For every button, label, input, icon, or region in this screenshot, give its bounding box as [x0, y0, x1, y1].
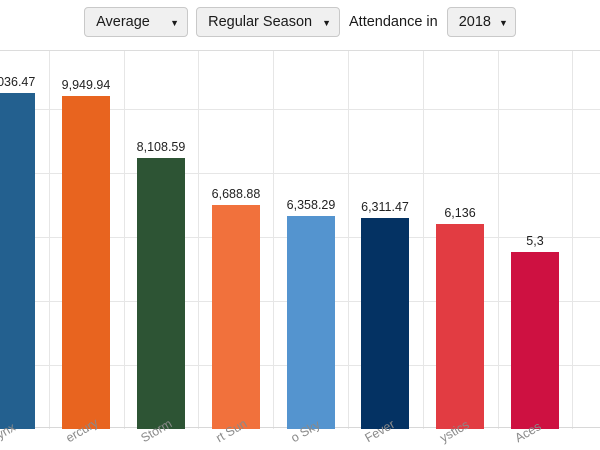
- bar-value-label: 6,311.47: [361, 199, 409, 214]
- bar-column[interactable]: 5,3: [511, 51, 559, 429]
- bar-column[interactable]: 6,358.29: [287, 51, 335, 429]
- gridline-vertical: [198, 51, 199, 429]
- bar[interactable]: [436, 224, 484, 429]
- bar-value-label: 9,949.94: [61, 77, 111, 92]
- bar-series: 0,036.47 9,949.94 8,108.59 6,688.88 6,358.29…: [0, 51, 600, 429]
- year-dropdown-value: 2018: [458, 13, 491, 30]
- gridline-horizontal: [0, 173, 600, 174]
- gridline-vertical: [273, 51, 274, 429]
- bar-chart: 0,036.47 9,949.94 8,108.59 6,688.88 6,358.29…: [0, 44, 600, 450]
- bar[interactable]: [137, 158, 185, 429]
- bar-value-label: 5,3: [526, 233, 544, 248]
- gridline-vertical: [348, 51, 349, 429]
- x-axis-tick-labels: Lynx ercury Storm rt Sun o Sky Fever ystics Ace…: [0, 416, 600, 450]
- year-dropdown[interactable]: 2018 ▼: [446, 7, 516, 37]
- bar[interactable]: [0, 93, 35, 429]
- bar-value-label: 0,036.47: [0, 74, 36, 89]
- bar-column[interactable]: 8,108.59: [137, 51, 185, 429]
- chevron-down-icon: ▼: [170, 17, 180, 28]
- season-type-dropdown-value: Regular Season: [208, 13, 313, 30]
- gridline-vertical: [572, 51, 573, 429]
- bar[interactable]: [212, 205, 260, 429]
- bar-column[interactable]: 0,036.47: [0, 51, 35, 429]
- gridline-vertical: [49, 51, 50, 429]
- bar-value-label: 8,108.59: [136, 139, 186, 154]
- toolbar-label-attendance-in: Attendance in: [349, 14, 438, 30]
- chart-controls-toolbar: Average ▼ Regular Season ▼ Attendance in…: [0, 0, 600, 44]
- bar-value-label: 6,688.88: [211, 186, 261, 201]
- season-type-dropdown[interactable]: Regular Season ▼: [196, 7, 341, 37]
- bar[interactable]: [287, 216, 335, 429]
- bar-value-label: 6,136: [444, 205, 476, 220]
- bar[interactable]: [361, 218, 409, 429]
- plot-area: 0,036.47 9,949.94 8,108.59 6,688.88 6,358.29…: [0, 50, 600, 434]
- gridline-horizontal: [0, 109, 600, 110]
- chevron-down-icon: ▼: [498, 17, 508, 28]
- gridline-vertical: [498, 51, 499, 429]
- bar-value-label: 6,358.29: [286, 197, 336, 212]
- bar-column[interactable]: 6,688.88: [212, 51, 260, 429]
- statistic-dropdown[interactable]: Average ▼: [84, 7, 189, 37]
- bar[interactable]: [511, 252, 559, 429]
- bar-column[interactable]: 6,136: [436, 51, 484, 429]
- statistic-dropdown-value: Average: [96, 13, 150, 30]
- bar-column[interactable]: 6,311.47: [361, 51, 409, 429]
- bar-column[interactable]: 9,949.94: [62, 51, 110, 429]
- gridline-vertical: [423, 51, 424, 429]
- gridline-vertical: [124, 51, 125, 429]
- chevron-down-icon: ▼: [322, 17, 332, 28]
- bar[interactable]: [62, 96, 110, 429]
